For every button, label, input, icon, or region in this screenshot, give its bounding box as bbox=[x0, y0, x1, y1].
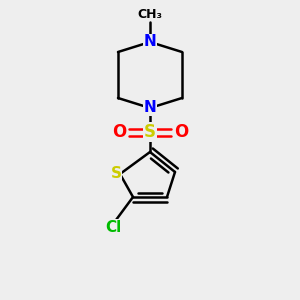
Text: CH₃: CH₃ bbox=[137, 8, 163, 20]
Text: O: O bbox=[112, 123, 126, 141]
Text: N: N bbox=[144, 100, 156, 116]
Text: Cl: Cl bbox=[105, 220, 121, 235]
Text: N: N bbox=[144, 34, 156, 50]
Text: S: S bbox=[144, 123, 156, 141]
Text: O: O bbox=[174, 123, 188, 141]
Text: S: S bbox=[110, 166, 122, 181]
